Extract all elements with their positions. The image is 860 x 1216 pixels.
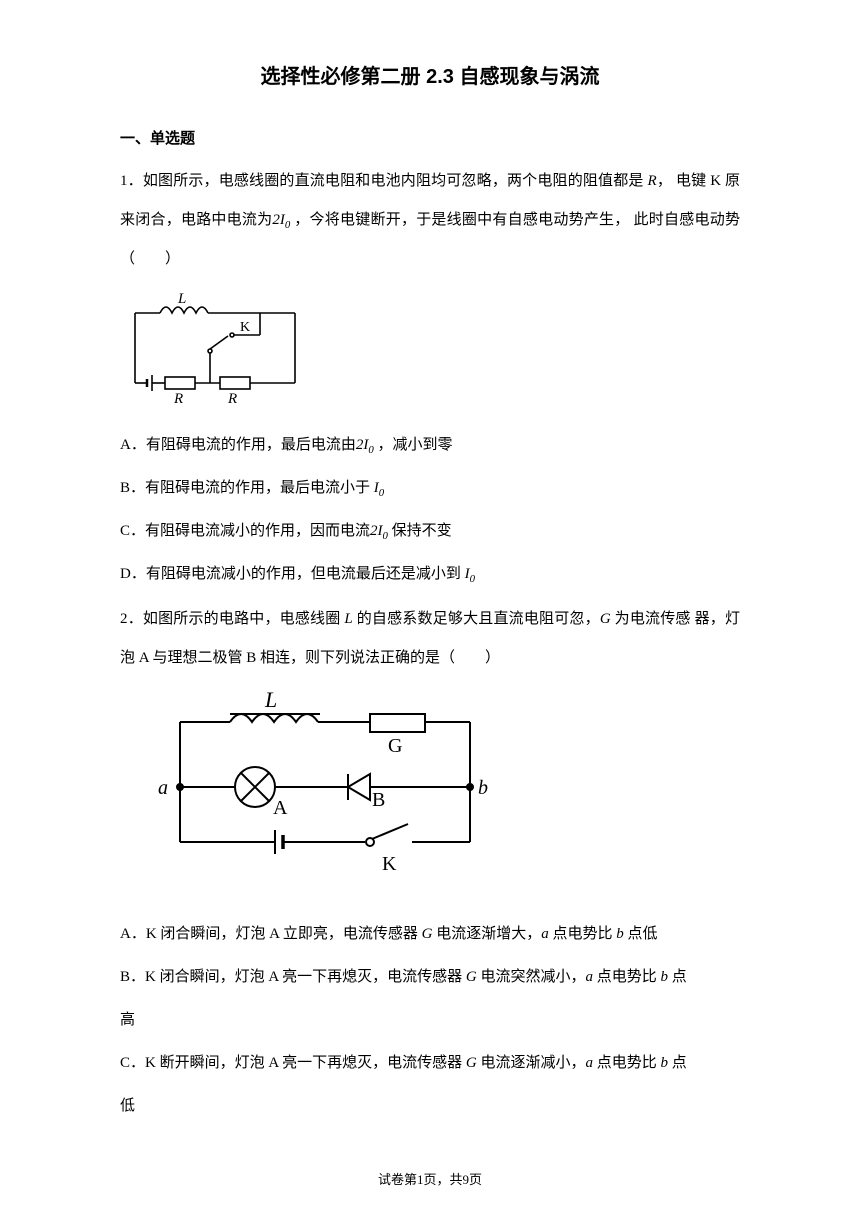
q2-option-b-cont: 高 — [120, 1001, 740, 1040]
q1-optC-text: C．有阻碍电流减小的作用，因而电流 — [120, 523, 370, 539]
q1-text-1b: ， — [657, 173, 672, 189]
q2-optC-3: 点电势比 — [593, 1055, 661, 1071]
q2-L: L — [344, 611, 352, 627]
q2-text-1c: 为电流传感 — [611, 611, 691, 627]
q1-text-2b: ，今将电键断开，于是线圈中有自感电动势产生， — [290, 212, 629, 228]
q2-optA-4: 点低 — [624, 926, 658, 942]
q2-text-1b: 的自感系数足够大且直流电阻可忽， — [353, 611, 600, 627]
q2-optC-1: C．K 断开瞬间，灯泡 A 亮一下再熄灭，电流传感器 — [120, 1055, 466, 1071]
q2-G: G — [600, 611, 611, 627]
q2-stem: 2．如图所示的电路中，电感线圈 L 的自感系数足够大且直流电阻可忽，G 为电流传… — [120, 600, 740, 678]
q2-fig-G: G — [388, 735, 402, 757]
q1-fig-L: L — [177, 293, 186, 307]
q2-figure: L G a b A B K — [120, 692, 740, 897]
q2-optC-2: 电流逐渐减小， — [477, 1055, 586, 1071]
q1-2I0-val: 2I0 — [272, 212, 290, 228]
q1-optA-text2: ，减小到零 — [374, 437, 453, 453]
q2-option-c-cont: 低 — [120, 1087, 740, 1126]
q1-option-c: C．有阻碍电流减小的作用，因而电流2I0 保持不变 — [120, 512, 740, 551]
q2-optA-1: A．K 闭合瞬间，灯泡 A 立即亮，电流传感器 — [120, 926, 422, 942]
q1-optB-text: B．有阻碍电流的作用，最后电流小于 — [120, 480, 374, 496]
q2-optA-3: 点电势比 — [549, 926, 617, 942]
q1-stem: 1．如图所示，电感线圈的直流电阻和电池内阻均可忽略，两个电阻的阻值都是 R， 电… — [120, 162, 740, 279]
q2-optB-4: 点 — [668, 969, 687, 985]
q2-optB-1: B．K 闭合瞬间，灯泡 A 亮一下再熄灭，电流传感器 — [120, 969, 466, 985]
q2-text-1a: 2．如图所示的电路中，电感线圈 — [120, 611, 344, 627]
q2-fig-A: A — [273, 797, 288, 819]
q2-option-c: C．K 断开瞬间，灯泡 A 亮一下再熄灭，电流传感器 G 电流逐渐减小，a 点电… — [120, 1044, 740, 1083]
q2-fig-b: b — [478, 777, 488, 799]
q2-fig-K: K — [382, 853, 397, 875]
q2-fig-a: a — [158, 777, 168, 799]
page-title: 选择性必修第二册 2.3 自感现象与涡流 — [120, 60, 740, 89]
page-footer: 试卷第1页，共9页 — [0, 1169, 860, 1188]
q1-fig-R1: R — [173, 391, 183, 403]
q1-fig-R2: R — [227, 391, 237, 403]
q1-optD-text: D．有阻碍电流减小的作用，但电流最后还是减小到 — [120, 566, 465, 582]
q2-fig-B: B — [372, 789, 385, 811]
q2-option-b: B．K 闭合瞬间，灯泡 A 亮一下再熄灭，电流传感器 G 电流突然减小，a 点电… — [120, 958, 740, 997]
q1-optA-text: A．有阻碍电流的作用，最后电流由 — [120, 437, 356, 453]
q1-option-b: B．有阻碍电流的作用，最后电流小于 I0 — [120, 469, 740, 508]
q1-option-a: A．有阻碍电流的作用，最后电流由2I0 ，减小到零 — [120, 426, 740, 465]
q1-R: R — [648, 173, 657, 189]
q2-fig-L: L — [264, 692, 277, 712]
q2-optC-4: 点 — [668, 1055, 687, 1071]
q2-optA-2: 电流逐渐增大， — [433, 926, 542, 942]
q1-option-d: D．有阻碍电流减小的作用，但电流最后还是减小到 I0 — [120, 555, 740, 594]
q1-optC-text2: 保持不变 — [388, 523, 452, 539]
section-header: 一、单选题 — [120, 127, 740, 148]
q1-figure: L K R R — [120, 293, 740, 408]
q2-optB-3: 点电势比 — [593, 969, 661, 985]
q1-text-1: 1．如图所示，电感线圈的直流电阻和电池内阻均可忽略，两个电阻的阻值都是 — [120, 173, 648, 189]
q2-option-a: A．K 闭合瞬间，灯泡 A 立即亮，电流传感器 G 电流逐渐增大，a 点电势比 … — [120, 915, 740, 954]
q1-fig-K: K — [240, 320, 250, 335]
q2-optB-2: 电流突然减小， — [477, 969, 586, 985]
